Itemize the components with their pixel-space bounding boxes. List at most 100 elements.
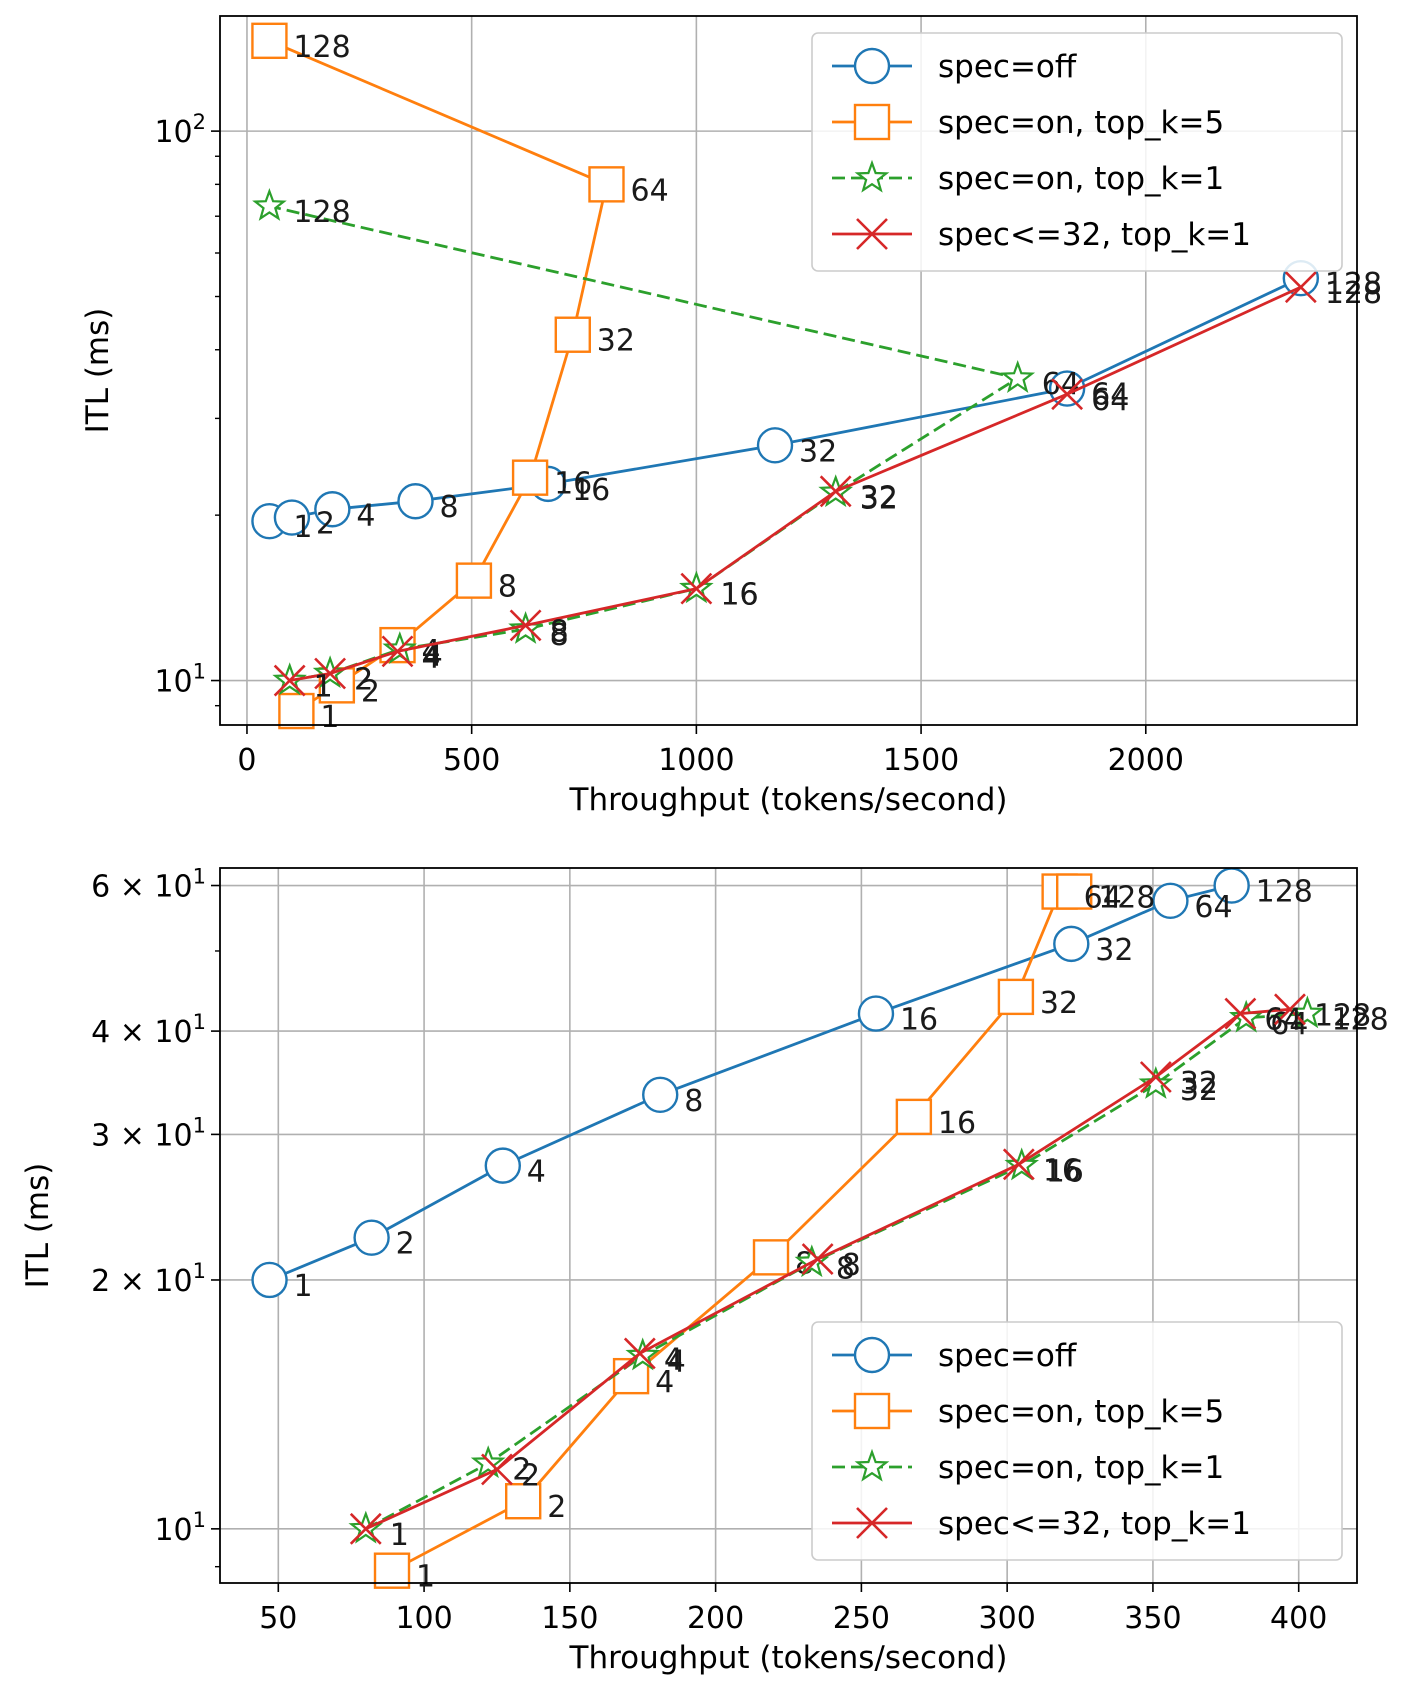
series-line	[289, 285, 1302, 682]
data-point-label: 1	[390, 1518, 409, 1553]
x-axis-label: Throughput (tokens/second)	[569, 782, 1008, 818]
x-tick-label: 100	[395, 1601, 452, 1636]
data-point-marker	[752, 1239, 790, 1276]
data-point-label: 1	[314, 670, 333, 705]
legend-marker	[854, 159, 890, 193]
data-point-marker	[895, 1098, 933, 1136]
data-point-label: 32	[1180, 1066, 1218, 1101]
data-point-marker	[1290, 995, 1325, 1029]
data-point-label: 32	[799, 434, 837, 469]
legend-marker	[853, 47, 891, 85]
data-point-label: 128	[1325, 276, 1382, 311]
data-point-marker	[397, 483, 434, 520]
data-point-marker	[625, 1337, 661, 1371]
y-tick-label-base: 3 × 10	[91, 1118, 192, 1153]
y-axis: 101 102	[154, 110, 220, 700]
y-tick-label-base: 2 × 10	[91, 1264, 192, 1299]
y-tick-label: 101	[154, 660, 206, 700]
x-tick-label: 50	[259, 1601, 297, 1636]
series-line	[365, 1007, 1291, 1531]
data-point-marker	[857, 995, 895, 1032]
data-point-label: 128	[1256, 875, 1313, 910]
legend-marker	[856, 218, 888, 250]
data-point-label: 128	[293, 195, 350, 230]
y-tick-label: 101	[154, 1508, 206, 1548]
legend-label: spec=on, top_k=1	[938, 1450, 1224, 1486]
legend-label: spec<=32, top_k=1	[938, 217, 1251, 253]
legend-label: spec=off	[938, 49, 1077, 85]
data-point-marker	[505, 1483, 542, 1520]
data-point-label: 2	[361, 674, 380, 709]
data-point-label: 4	[667, 1345, 686, 1380]
data-point-marker	[381, 635, 414, 668]
data-point-label: 4	[356, 498, 375, 533]
plot-frame	[219, 15, 1358, 726]
x-axis-label: Throughput (tokens/second)	[569, 1640, 1008, 1676]
legend-label: spec=off	[938, 1338, 1077, 1374]
data-point-marker	[349, 1512, 382, 1545]
legend-box	[811, 32, 1343, 272]
data-point-label: 16	[720, 578, 758, 613]
data-point-marker	[251, 22, 288, 60]
data-point-label: 4	[655, 1365, 674, 1400]
data-point-label: 128	[1098, 881, 1155, 916]
x-tick-label: 500	[443, 743, 500, 778]
data-point-marker	[1139, 1061, 1172, 1093]
data-point-label: 8	[684, 1084, 703, 1119]
legend-entry: spec=on, top_k=1	[832, 1448, 1224, 1486]
y-tick-label-exponent: 1	[193, 1508, 206, 1532]
y-tick-label: 102	[154, 110, 206, 150]
data-point-label: 64	[1091, 378, 1129, 413]
data-point-label: 16	[554, 467, 592, 502]
data-point-label: 8	[498, 570, 517, 605]
y-tick-label-exponent: 1	[193, 865, 206, 889]
data-point-label: 2	[521, 1458, 540, 1493]
y-tick-label-base: 10	[154, 1513, 192, 1548]
data-point-marker	[819, 475, 852, 508]
y-tick-label-base: 10	[154, 115, 192, 150]
data-point-marker	[1056, 873, 1093, 910]
data-point-marker	[588, 166, 625, 203]
data-point-marker	[1152, 882, 1189, 919]
x-tick-label: 350	[1124, 1601, 1181, 1636]
data-point-marker	[1004, 1147, 1040, 1181]
x-tick-label: 2000	[1108, 743, 1184, 778]
data-point-label: 128	[293, 30, 350, 65]
data-point-marker	[1224, 997, 1257, 1030]
data-point-marker	[481, 1453, 513, 1486]
data-point-label: 2	[354, 662, 373, 697]
data-point-marker	[1053, 925, 1090, 963]
data-point-label: 1	[293, 510, 312, 545]
y-tick-label-base: 6 × 10	[91, 870, 192, 905]
data-point-label: 16	[938, 1106, 976, 1141]
x-axis: 0 500 1000 1500 2000	[237, 725, 1184, 778]
legend-entry: spec=on, top_k=1	[832, 159, 1224, 197]
data-point-label: 4	[424, 638, 443, 673]
legend-label: spec=on, top_k=5	[938, 1394, 1224, 1430]
data-point-marker	[1274, 993, 1306, 1026]
data-point-label: 2	[354, 662, 373, 697]
y-tick-label-exponent: 1	[193, 1259, 206, 1283]
data-point-marker	[455, 562, 493, 599]
data-point-label: 128	[1314, 998, 1371, 1033]
data-point-marker	[801, 1243, 834, 1275]
x-tick-label: 1000	[658, 743, 734, 778]
data-point-label: 16	[1043, 1153, 1081, 1188]
data-point-label: 8	[836, 1251, 855, 1286]
legend: spec=off spec=on, top_k=5 spec=on, top_k=1…	[811, 32, 1343, 272]
data-point-label: 32	[597, 324, 635, 359]
x-tick-label: 300	[979, 1601, 1036, 1636]
data-point-marker	[642, 1076, 679, 1113]
y-tick-label: 6 × 101	[91, 865, 206, 905]
data-point-label: 16	[900, 1003, 938, 1038]
legend-label: spec=on, top_k=5	[938, 105, 1224, 141]
data-point-marker	[1284, 271, 1317, 304]
data-point-marker	[373, 1552, 411, 1589]
data-point-marker	[273, 664, 306, 697]
data-point-label: 8	[439, 490, 458, 525]
data-point-label: 1	[320, 700, 339, 735]
